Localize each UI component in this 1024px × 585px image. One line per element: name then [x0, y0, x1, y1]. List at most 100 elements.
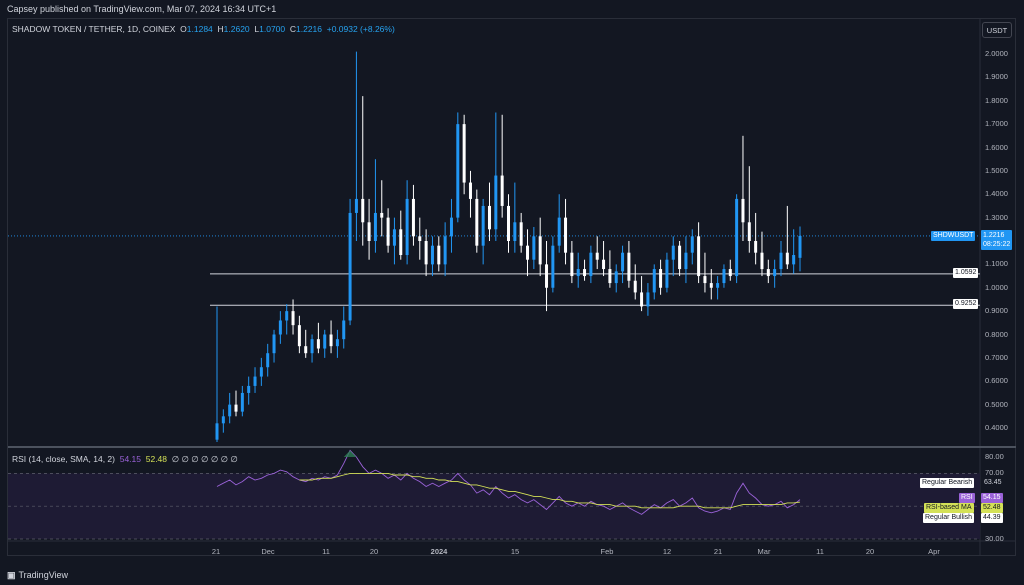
candle-body: [253, 376, 257, 386]
candle-body: [361, 198, 365, 223]
candle-body: [266, 353, 270, 368]
price-tick-label: 1.6000: [985, 142, 1008, 152]
candle-body: [728, 269, 732, 277]
rsi-tick-label: 70.00: [985, 468, 1004, 478]
candle-body: [304, 346, 308, 354]
candle-body: [297, 325, 301, 347]
candle-body: [291, 311, 295, 326]
currency-button[interactable]: USDT: [982, 22, 1012, 38]
high-value: 1.2620: [223, 24, 250, 34]
candle-body: [760, 252, 764, 270]
low-value: 1.0700: [259, 24, 286, 34]
rsi-line: [216, 449, 801, 515]
candle-body: [703, 276, 707, 284]
candle-body: [773, 269, 777, 277]
candle-body: [456, 124, 460, 218]
price-tick-label: 0.5000: [985, 399, 1008, 409]
rsi-overbought-fill: [343, 450, 357, 457]
candle-body: [392, 229, 396, 246]
candle-body: [614, 271, 618, 284]
candle-body: [671, 245, 675, 260]
candle-body: [646, 292, 650, 307]
rsi-ma-axis-value: 52.48: [981, 503, 1003, 513]
candle-body: [735, 198, 739, 277]
candle-body: [348, 212, 352, 321]
candle-body: [722, 269, 726, 284]
candle-body: [221, 416, 225, 424]
time-tick-label: Dec: [261, 547, 275, 556]
candle-body: [551, 245, 555, 288]
rsi-ma-legend-value: 52.48: [145, 454, 168, 464]
candle-body: [608, 269, 612, 284]
candle-body: [342, 320, 346, 340]
candle-body: [665, 259, 669, 288]
regular-bullish-value: 44.39: [981, 513, 1003, 523]
candle-body: [564, 217, 568, 253]
candle-body: [595, 252, 599, 260]
rsi-legend: RSI (14, close, SMA, 14, 2) 54.15 52.48 …: [12, 454, 238, 465]
candle-body: [430, 245, 434, 265]
candle-body: [633, 280, 637, 293]
rsi-legend-value: 54.15: [119, 454, 141, 464]
time-tick-label: 2024: [430, 547, 448, 556]
candle-body: [449, 217, 453, 237]
rsi-ma-axis-label: RSI-based MA: [924, 503, 974, 513]
time-tick-label: 20: [865, 547, 875, 556]
candle-body: [602, 259, 606, 270]
change-value: +0.0932 (+8.26%): [326, 24, 395, 34]
candle-body: [507, 205, 510, 241]
close-key: C: [289, 24, 296, 34]
candle-body: [792, 255, 796, 265]
candle-body: [424, 241, 428, 265]
level-tag-2: 0.9252: [953, 299, 979, 309]
time-tick-label: 21: [713, 547, 723, 556]
low-key: L: [254, 24, 260, 34]
rsi-ma-line: [299, 472, 801, 509]
candle-body: [462, 124, 466, 183]
candle-body: [437, 245, 441, 265]
tradingview-logo-text: TradingView: [18, 570, 69, 580]
time-tick-label: Apr: [928, 547, 940, 556]
candle-body: [386, 217, 390, 246]
candle-body: [570, 252, 574, 277]
candle-body: [576, 269, 580, 277]
candle-body: [278, 320, 282, 335]
candle-body: [500, 175, 504, 206]
time-tick-label: 11: [816, 547, 824, 556]
candle-body: [798, 235, 802, 258]
candle-body: [399, 229, 403, 256]
price-tick-label: 0.6000: [985, 376, 1008, 386]
bar-countdown: 08:25:22: [983, 241, 1011, 248]
candle-body: [747, 222, 751, 241]
rsi-tick-label: 30.00: [985, 534, 1004, 543]
close-value: 1.2216: [296, 24, 322, 34]
candle-body: [367, 222, 371, 241]
price-tick-label: 1.1000: [985, 259, 1008, 269]
time-tick-label: 21: [211, 547, 221, 556]
candle-body: [475, 198, 479, 246]
time-tick-label: 12: [662, 547, 672, 556]
last-price-value: 1.2216: [983, 232, 1005, 239]
candle-body: [627, 252, 631, 281]
candle-body: [640, 292, 644, 307]
candle-body: [272, 334, 276, 354]
candle-body: [316, 339, 320, 349]
candle-body: [589, 252, 593, 277]
candle-body: [494, 175, 498, 230]
candle-body: [519, 222, 523, 246]
candle-body: [240, 392, 244, 412]
candle-body: [545, 264, 549, 288]
rsi-axis-label: RSI: [959, 493, 975, 503]
candle-body: [754, 241, 758, 253]
candle-body: [532, 236, 536, 260]
candle-body: [697, 236, 701, 277]
candle-body: [405, 198, 409, 256]
candle-body: [652, 269, 656, 293]
candle-body: [487, 205, 491, 230]
tradingview-logo[interactable]: ▣ TradingView: [7, 570, 68, 581]
candle-body: [247, 385, 251, 393]
candle-body: [684, 252, 688, 270]
price-tick-label: 1.4000: [985, 189, 1008, 199]
candle-body: [678, 245, 682, 270]
